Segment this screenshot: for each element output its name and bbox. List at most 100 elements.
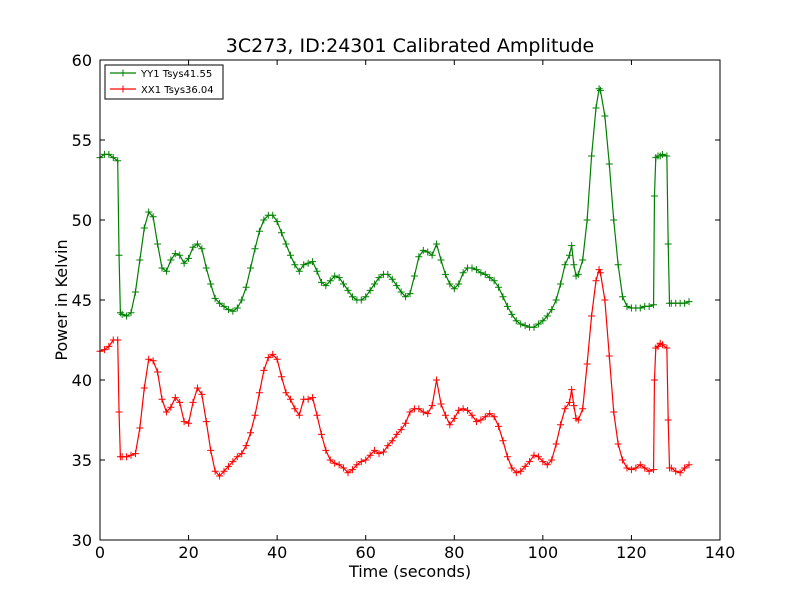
data-point [162,408,170,416]
data-point [278,229,286,237]
data-point [185,254,193,262]
y-tick-label: 50 [72,211,92,230]
data-point [242,283,250,291]
data-point [171,394,179,402]
data-point [127,451,135,459]
data-point [167,403,175,411]
data-point [658,150,666,158]
data-point [127,309,135,317]
data-point [304,259,312,267]
data-point [388,275,396,283]
data-point [154,240,162,248]
data-point [557,280,565,288]
data-point [503,302,511,310]
data-point [118,310,126,318]
data-point [309,394,317,402]
data-point [393,430,401,438]
data-point [348,293,356,301]
data-point [583,216,591,224]
data-point [596,269,604,277]
x-tick-label: 60 [356,543,376,562]
data-point [371,446,379,454]
data-point [446,280,454,288]
data-point [685,461,693,469]
data-point [238,296,246,304]
data-point [446,421,454,429]
data-point [548,306,556,314]
data-point [145,208,153,216]
data-point [614,440,622,448]
data-point [468,264,476,272]
data-point [115,251,123,259]
data-point [557,421,565,429]
data-point [464,406,472,414]
data-point [362,293,370,301]
data-point [149,357,157,365]
data-point [251,245,259,253]
data-point [570,261,578,269]
data-point [317,278,325,286]
data-point [304,395,312,403]
data-point [681,464,689,472]
data-point [596,86,604,94]
data-point [397,426,405,434]
data-point [645,302,653,310]
data-point [490,413,498,421]
data-point [499,293,507,301]
data-point [185,419,193,427]
data-point [322,446,330,454]
data-point [238,450,246,458]
data-point [601,296,609,304]
data-point [105,342,113,350]
data-point [539,317,547,325]
data-point [198,245,206,253]
x-axis-label: Time (seconds) [348,562,471,581]
data-point [335,461,343,469]
data-point [357,296,365,304]
legend-label: YY1 Tsys41.55 [140,69,212,80]
data-point [632,464,640,472]
data-point [588,152,596,160]
data-point [255,227,263,235]
data-point [539,458,547,466]
data-point [140,384,148,392]
data-point [512,317,520,325]
legend-entries: YY1 Tsys41.55 XX1 Tsys36.04 [110,69,214,96]
data-point [171,250,179,258]
data-point [415,405,423,413]
y-tick-label: 60 [72,51,92,70]
data-point [176,398,184,406]
data-point [100,346,108,354]
data-point [595,266,603,274]
data-point [561,405,569,413]
data-point [158,395,166,403]
data-point [459,405,467,413]
data-point [286,395,294,403]
data-point [517,320,525,328]
data-point [255,389,263,397]
data-point [260,216,268,224]
data-point [672,467,680,475]
data-point [114,336,122,344]
data-point [402,419,410,427]
data-point [229,458,237,466]
data-point [371,280,379,288]
data-point [623,464,631,472]
x-tick-label: 140 [705,543,736,562]
data-point [402,293,410,301]
data-point [685,298,693,306]
data-point [344,469,352,477]
data-point [322,282,330,290]
data-point [619,456,627,464]
data-point [282,240,290,248]
data-point [579,405,587,413]
data-point [278,373,286,381]
data-point [472,266,480,274]
data-point [388,437,396,445]
data-point [636,461,644,469]
data-point [663,152,671,160]
data-point [568,386,576,394]
chart-title: 3C273, ID:24301 Calibrated Amplitude [226,35,594,57]
data-point [495,422,503,430]
